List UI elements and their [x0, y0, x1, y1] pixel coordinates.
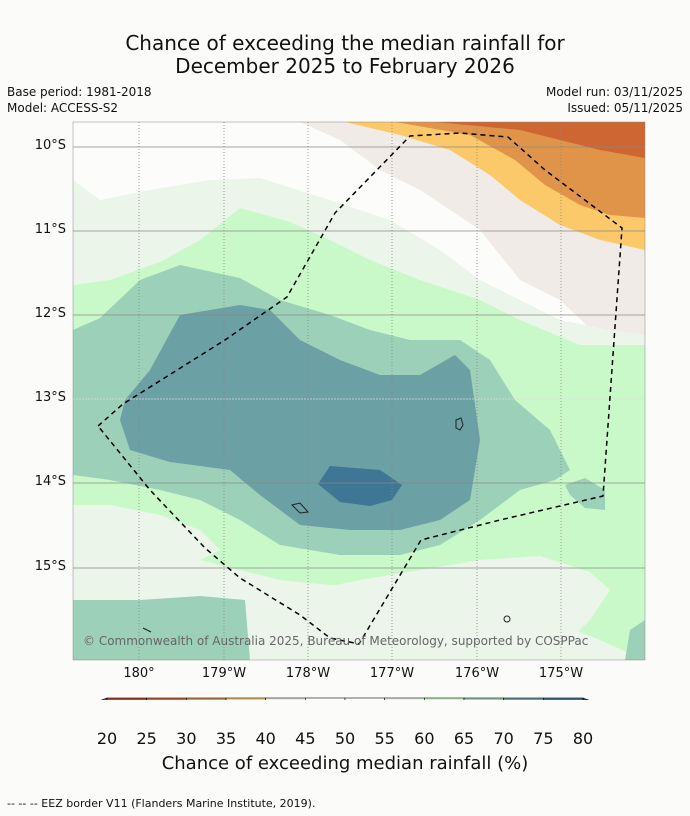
colorbar-label: Chance of exceeding median rainfall (%)	[161, 753, 529, 774]
colorbar-tick-label: 50	[334, 729, 356, 748]
colorbar-segment	[186, 697, 227, 700]
contour-75-80	[318, 466, 402, 506]
colorbar-tick-label: 20	[96, 729, 118, 748]
colorbar-segment	[424, 697, 465, 700]
lon-label-175w: 175°W	[538, 666, 584, 681]
contour-55-60-south	[312, 556, 610, 660]
lat-label-12s: 12°S	[34, 306, 66, 321]
lat-label-14s: 14°S	[34, 474, 66, 489]
contour-65-70-east	[565, 478, 605, 510]
lat-label-15s: 15°S	[34, 559, 66, 574]
colorbar-extend-high	[582, 697, 590, 700]
colorbar-tick-label: 60	[414, 729, 435, 748]
island-south	[503, 615, 511, 623]
colorbar-segment	[503, 697, 544, 700]
rainfall-map: © Commonwealth of Australia 2025, Bureau…	[72, 121, 646, 700]
base-period: Base period: 1981-2018	[7, 85, 152, 99]
lat-label-13s: 13°S	[34, 390, 66, 405]
colorbar-tick-label: 25	[136, 729, 157, 748]
colorbar-tick-label: 80	[572, 729, 594, 748]
colorbar-tick-label: 35	[215, 729, 237, 748]
copyright-notice: © Commonwealth of Australia 2025, Bureau…	[83, 634, 588, 648]
island-southwest	[142, 627, 152, 633]
lon-label-178w: 178°W	[285, 666, 331, 681]
contour-30-35	[395, 122, 645, 218]
lon-label-179w: 179°W	[201, 666, 247, 681]
colorbar-tick-label: 30	[176, 729, 197, 748]
map-frame	[72, 121, 646, 661]
colorbar-segment	[106, 697, 147, 700]
lat-label-11s: 11°S	[34, 222, 66, 237]
contour-55-60-west	[73, 505, 220, 560]
colorbar-segment	[146, 697, 187, 700]
colorbar-segment	[225, 697, 266, 700]
colorbar-segment	[543, 697, 584, 700]
colorbar-segment	[265, 697, 306, 700]
chart-title-line-1: Chance of exceeding the median rainfall …	[125, 31, 565, 55]
colorbar-extend-low	[100, 697, 108, 700]
lon-label-180: 180°	[123, 666, 155, 681]
colorbar-segment	[463, 697, 504, 700]
lon-label-177w: 177°W	[369, 666, 415, 681]
issued-date: Issued: 05/11/2025	[567, 101, 683, 115]
colorbar-tick-label: 55	[374, 729, 395, 748]
eez-border	[96, 132, 623, 645]
lat-label-10s: 10°S	[34, 138, 66, 153]
island-central	[291, 502, 310, 514]
probability-contours	[73, 122, 645, 660]
chart-title-line-2: December 2025 to February 2026	[175, 54, 515, 78]
colorbar-segment	[344, 697, 385, 700]
eez-footnote: -- -- -- EEZ border V11 (Flanders Marine…	[7, 797, 316, 810]
contour-65-70-south	[73, 596, 250, 660]
colorbar-tick-label: 70	[493, 729, 514, 748]
colorbar-tick-label: 45	[295, 729, 316, 748]
colorbar	[100, 697, 590, 700]
colorbar-tick-label: 40	[255, 729, 276, 748]
graticule	[73, 122, 645, 660]
model-name: Model: ACCESS-S2	[7, 101, 119, 115]
colorbar-tick-label: 65	[453, 729, 475, 748]
colorbar-segment	[305, 697, 346, 700]
model-run: Model run: 03/11/2025	[545, 85, 683, 99]
colorbar-tick-label: 75	[533, 729, 554, 748]
contour-65-70-corner	[625, 620, 645, 660]
contour-70-75	[120, 305, 480, 530]
colorbar-segment	[384, 697, 425, 700]
lon-label-176w: 176°W	[454, 666, 500, 681]
island-east	[455, 417, 464, 431]
contour-25-30	[435, 122, 645, 158]
